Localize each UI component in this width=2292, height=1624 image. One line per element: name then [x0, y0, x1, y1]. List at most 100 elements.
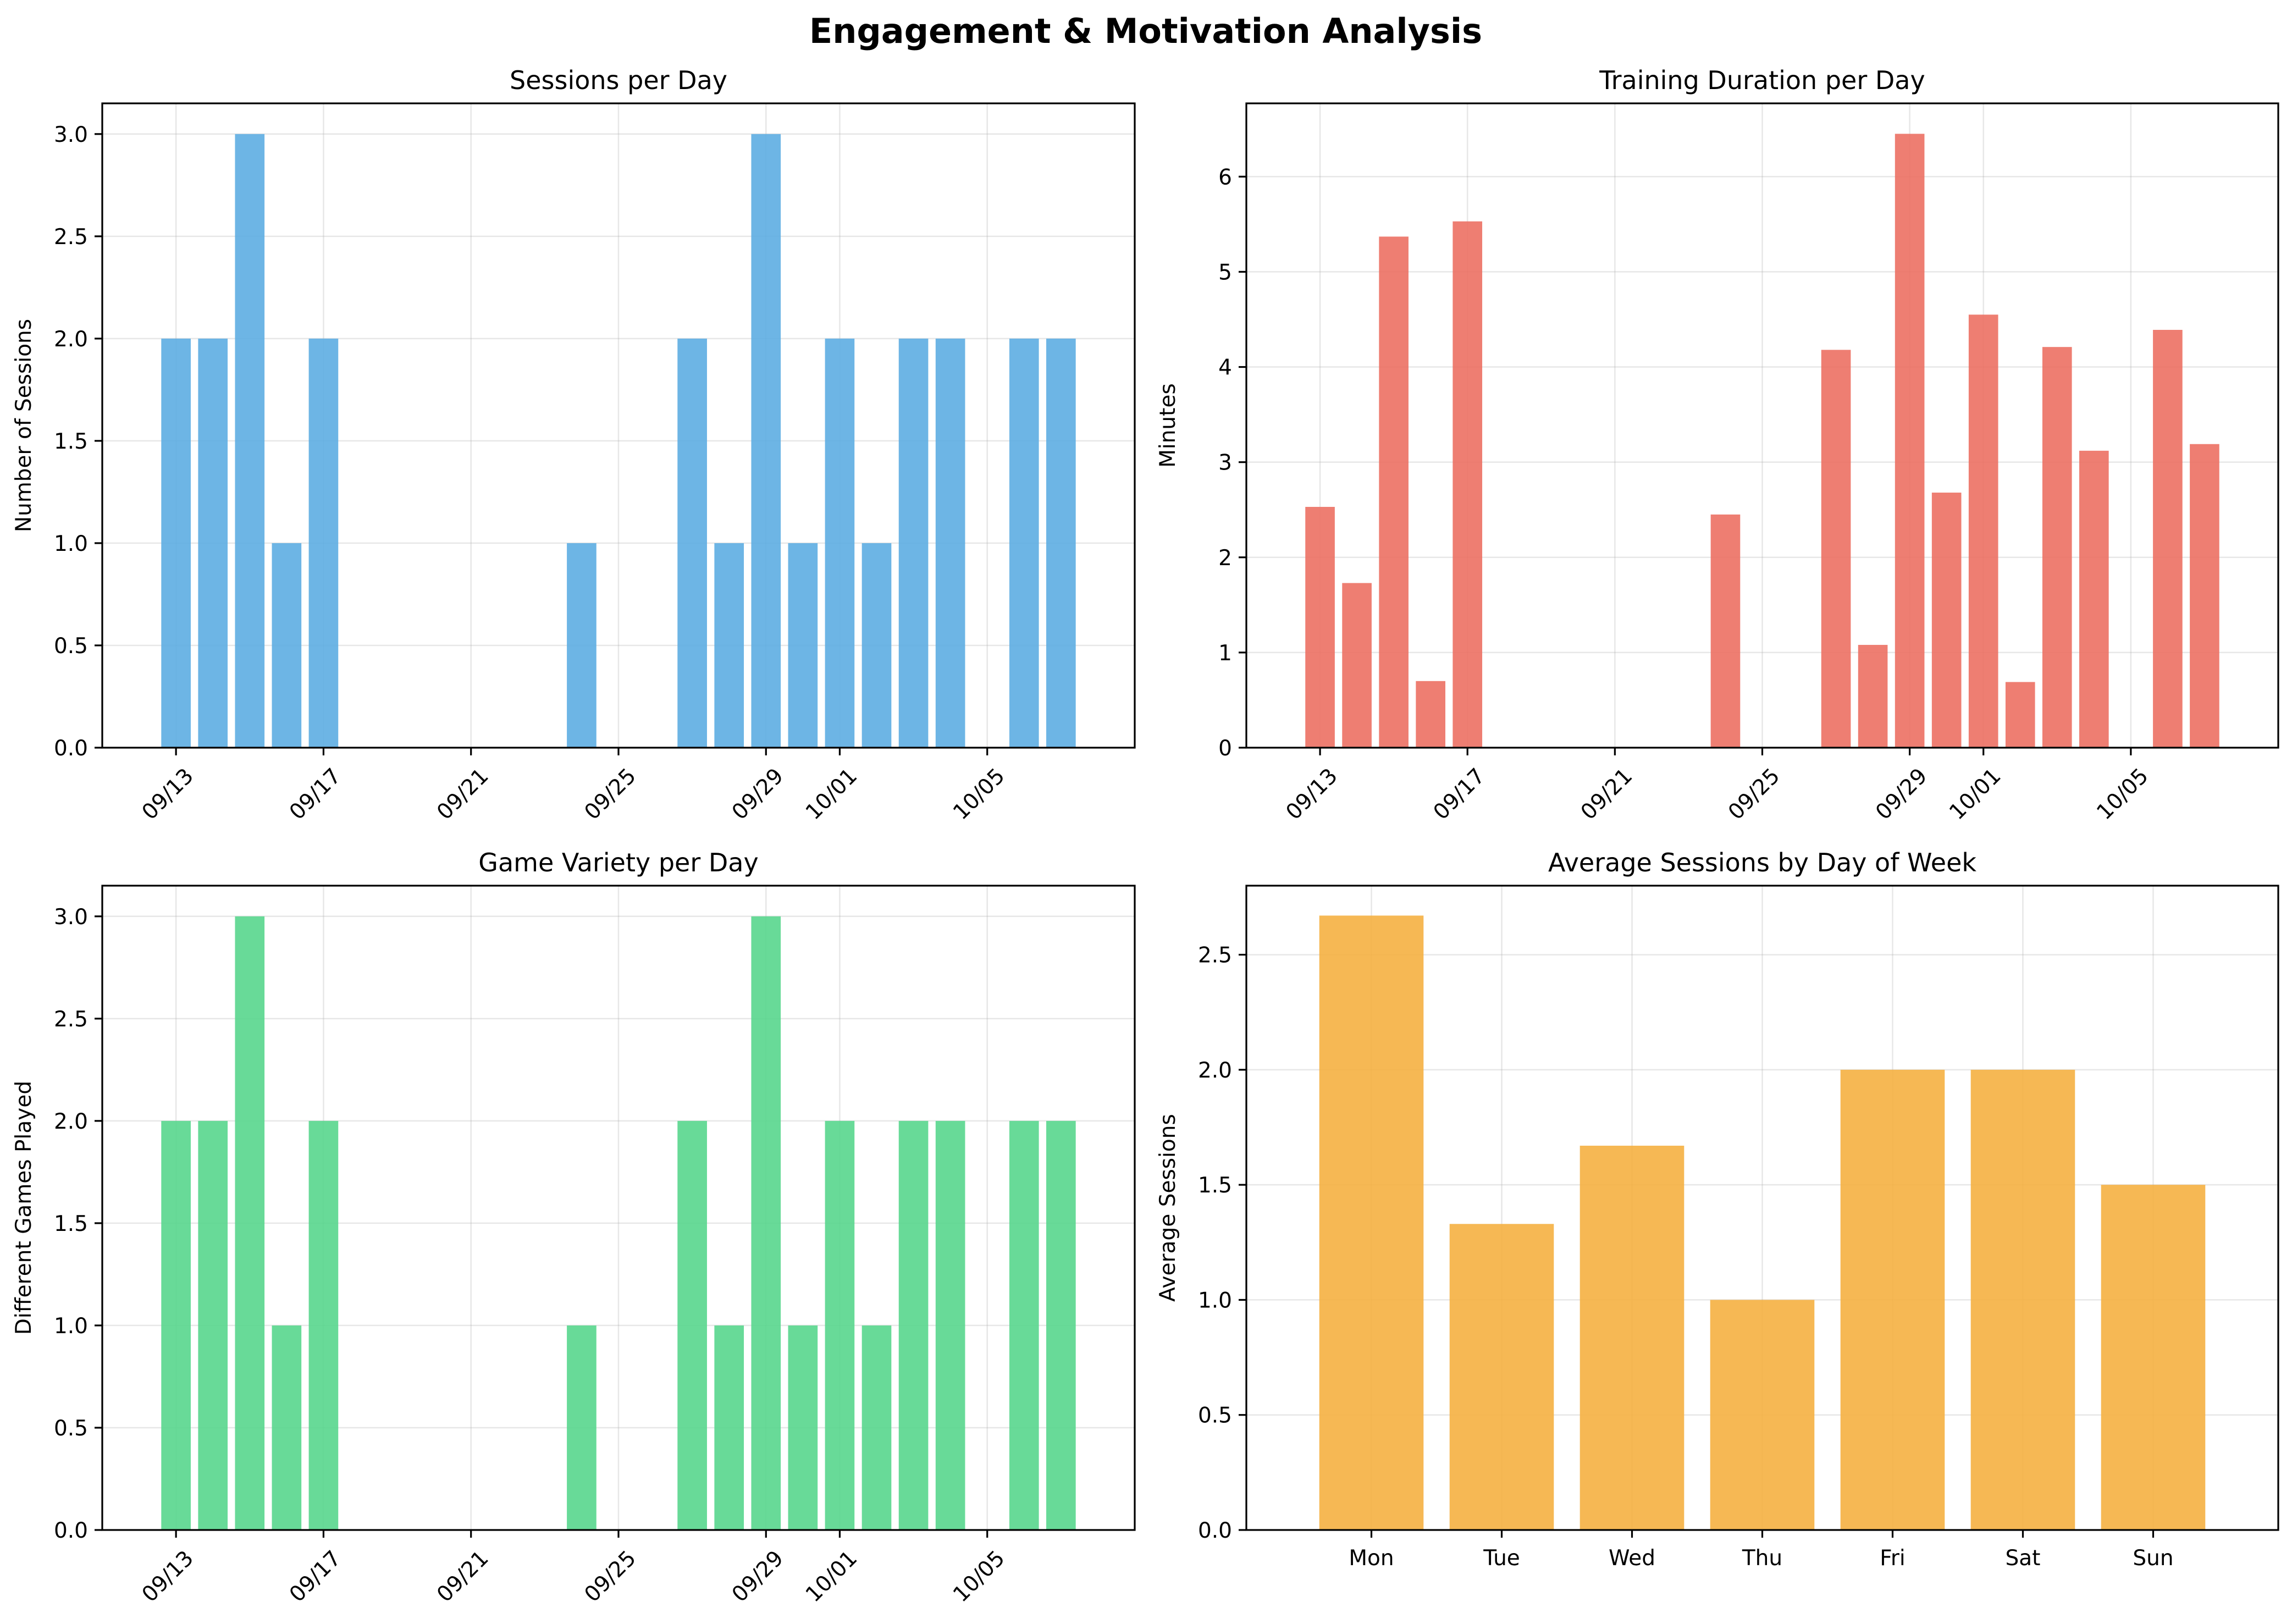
y-tick-label: 0.0: [1198, 1518, 1232, 1543]
bar-09-28: [714, 1325, 744, 1530]
y-tick-label: 3.0: [54, 123, 88, 147]
bar-Sun: [2101, 1185, 2206, 1530]
chart-title: Sessions per Day: [510, 65, 727, 95]
bar-09-24: [1710, 514, 1741, 748]
bar-Fri: [1840, 1069, 1945, 1530]
bar-09-30: [788, 543, 818, 748]
y-tick-label: 0.0: [54, 736, 88, 761]
y-tick-label: 2.5: [54, 225, 88, 250]
bar-09-24: [567, 543, 597, 748]
bar-Wed: [1579, 1145, 1685, 1530]
y-axis-label: Number of Sessions: [12, 319, 36, 532]
bar-Sat: [1970, 1069, 2075, 1530]
chart-panel-4: 0.0 0.5 1.0 1.5 2.0 2.5 Mon Tue Wed Thu Fri Sat Sun A…: [1156, 848, 2279, 1571]
bar-10-06: [1009, 1120, 1039, 1530]
chart-title: Average Sessions by Day of Week: [1548, 848, 1976, 877]
bar-09-27: [677, 338, 707, 748]
bar-10-04: [935, 1120, 965, 1530]
bar-09-15: [235, 134, 265, 748]
y-axis-label: Minutes: [1156, 383, 1180, 468]
chart-title: Game Variety per Day: [478, 848, 758, 877]
bar-10-06: [2153, 330, 2183, 748]
bar-09-14: [198, 1120, 228, 1530]
x-tick-label: Thu: [1742, 1546, 1782, 1571]
bar-09-13: [1305, 507, 1335, 748]
bar-10-01: [825, 1120, 855, 1530]
x-tick-label: Fri: [1880, 1546, 1905, 1571]
y-tick-label: 3: [1218, 451, 1232, 476]
bar-09-17: [308, 1120, 339, 1530]
y-axis-label: Average Sessions: [1156, 1114, 1180, 1302]
bar-10-01: [825, 338, 855, 748]
y-tick-label: 2.0: [1198, 1058, 1232, 1083]
bar-09-27: [677, 1120, 707, 1530]
y-tick-label: 1: [1218, 641, 1232, 666]
x-tick-label: Tue: [1483, 1546, 1520, 1571]
y-tick-label: 6: [1218, 165, 1232, 190]
bar-09-15: [1379, 236, 1409, 748]
bar-10-02: [861, 543, 892, 748]
bar-09-24: [567, 1325, 597, 1530]
y-tick-label: 0: [1218, 736, 1232, 761]
bar-10-07: [2190, 444, 2219, 748]
bar-09-29: [751, 916, 781, 1530]
y-tick-label: 2.5: [1198, 943, 1232, 968]
bar-09-16: [1416, 681, 1445, 748]
bar-09-16: [272, 543, 302, 748]
x-tick-label: Mon: [1349, 1546, 1394, 1571]
bar-09-30: [1931, 493, 1962, 748]
bar-10-02: [861, 1325, 892, 1530]
y-tick-label: 2: [1218, 546, 1232, 571]
y-tick-label: 3.0: [54, 905, 88, 930]
bar-10-03: [898, 1120, 929, 1530]
bar-09-16: [272, 1325, 302, 1530]
y-tick-label: 0.5: [1198, 1404, 1232, 1428]
bar-10-03: [898, 338, 929, 748]
bar-09-15: [235, 916, 265, 1530]
bar-10-07: [1046, 1120, 1076, 1530]
bar-09-28: [1858, 645, 1888, 748]
bar-09-13: [161, 1120, 191, 1530]
bar-09-29: [1895, 134, 1925, 748]
y-tick-label: 1.0: [54, 1314, 88, 1339]
y-tick-label: 2.0: [54, 327, 88, 352]
bar-10-03: [2042, 347, 2072, 748]
bar-10-07: [1046, 338, 1076, 748]
x-tick-label: Wed: [1609, 1546, 1655, 1571]
bar-10-04: [935, 338, 965, 748]
y-tick-label: 0.5: [54, 634, 88, 659]
y-tick-label: 1.0: [1198, 1288, 1232, 1313]
bar-10-06: [1009, 338, 1039, 748]
bar-09-30: [788, 1325, 818, 1530]
y-tick-label: 2.0: [54, 1109, 88, 1134]
bar-Mon: [1319, 915, 1424, 1530]
bar-09-27: [1821, 350, 1851, 748]
y-tick-label: 1.0: [54, 532, 88, 556]
bar-09-28: [714, 543, 744, 748]
y-tick-label: 2.5: [54, 1007, 88, 1032]
bar-09-14: [1342, 583, 1372, 748]
bar-10-02: [2005, 682, 2035, 748]
y-axis-label: Different Games Played: [12, 1081, 36, 1335]
y-tick-label: 0.0: [54, 1518, 88, 1543]
figure-title: Engagement & Motivation Analysis: [809, 11, 1482, 51]
bar-09-14: [198, 338, 228, 748]
bar-09-13: [161, 338, 191, 748]
y-tick-label: 1.5: [1198, 1173, 1232, 1198]
bar-10-01: [1968, 314, 1998, 748]
x-tick-label: Sat: [2006, 1546, 2041, 1571]
x-tick-label: Sun: [2133, 1546, 2173, 1571]
bar-09-17: [1452, 221, 1483, 748]
y-tick-label: 0.5: [54, 1416, 88, 1441]
y-tick-label: 5: [1218, 260, 1232, 285]
bar-10-04: [2079, 450, 2109, 748]
y-tick-label: 1.5: [54, 1212, 88, 1236]
bar-09-17: [308, 338, 339, 748]
bar-Thu: [1710, 1300, 1815, 1530]
bar-09-29: [751, 134, 781, 748]
bar-Tue: [1449, 1224, 1554, 1530]
y-tick-label: 4: [1218, 356, 1232, 380]
y-tick-label: 1.5: [54, 429, 88, 454]
chart-title: Training Duration per Day: [1599, 65, 1925, 95]
